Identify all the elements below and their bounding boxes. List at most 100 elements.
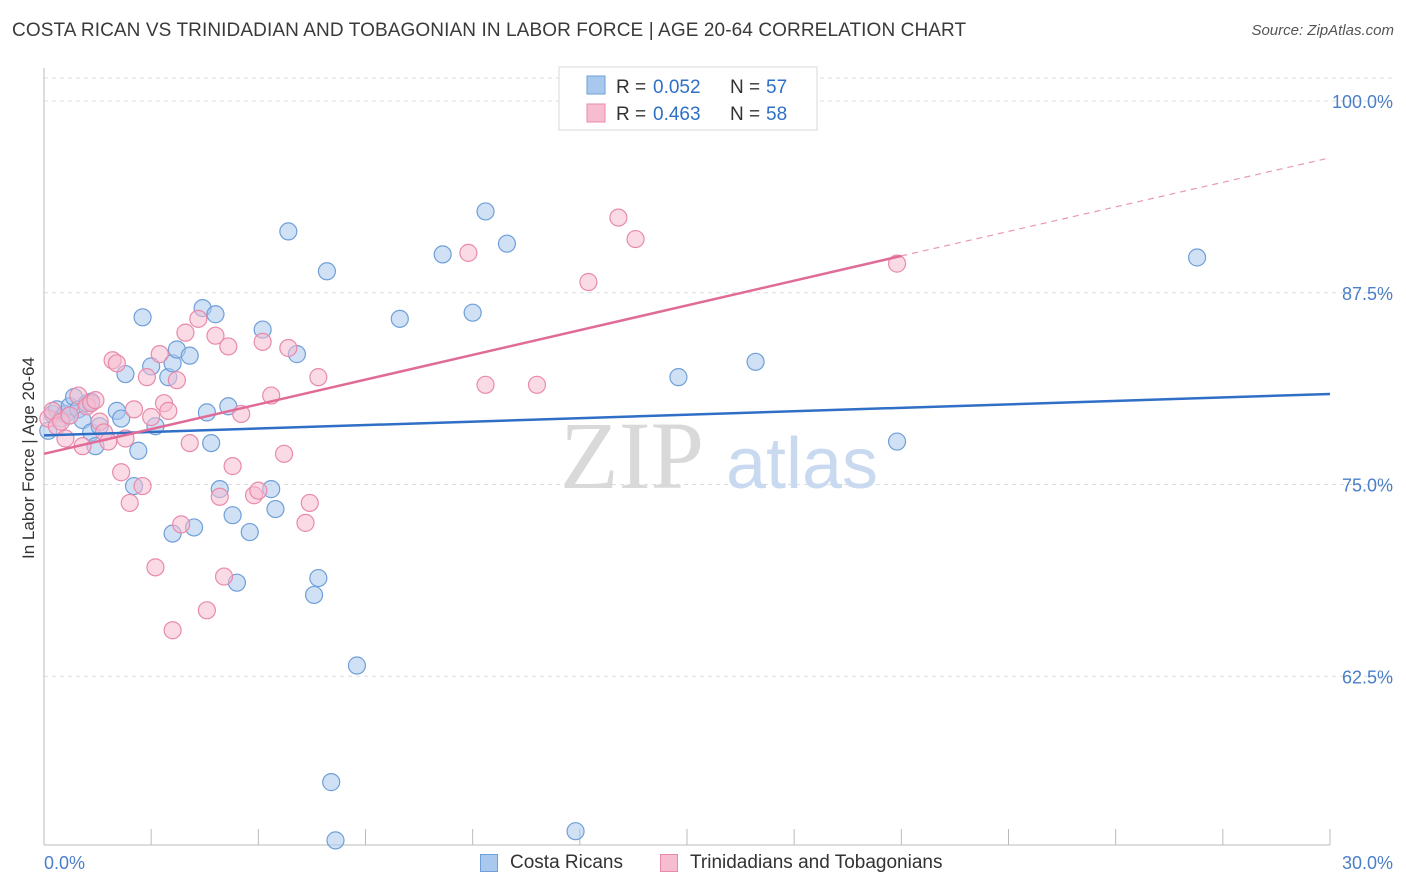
point-trinidadians	[279, 338, 298, 358]
legend-r-label-trinidadians: R =	[616, 104, 646, 125]
legend-swatch-trinidadians	[586, 103, 606, 123]
point-trinidadians	[626, 229, 645, 249]
watermark: ZIP atlas	[560, 402, 878, 509]
point-costa-ricans	[1188, 248, 1207, 267]
legend-item-costa-ricans: Costa Ricans	[480, 852, 623, 874]
point-trinidadians	[527, 375, 547, 394]
point-trinidadians	[210, 487, 229, 506]
point-trinidadians	[219, 337, 238, 356]
legend-n-value-trinidadians: 58	[766, 104, 787, 125]
point-costa-ricans	[497, 234, 517, 253]
point-costa-ricans	[133, 308, 152, 327]
point-trinidadians	[223, 457, 242, 476]
y-axis-label: In Labor Force | Age 20-64	[19, 357, 38, 559]
point-trinidadians	[274, 444, 294, 463]
x-tick-labels: 0.0% 30.0%	[44, 853, 1393, 873]
trend-lines	[43, 157, 1331, 456]
point-trinidadians	[56, 429, 75, 448]
point-trinidadians	[887, 254, 907, 273]
point-trinidadians	[159, 401, 178, 420]
y-tick-label: 87.5%	[1342, 284, 1393, 304]
legend-bottom-label-costa-ricans: Costa Ricans	[510, 852, 623, 873]
point-trinidadians	[176, 323, 195, 342]
trend-line-trinidadians	[43, 254, 902, 456]
point-trinidadians	[189, 309, 208, 328]
legend-n-value-costa-ricans: 57	[766, 77, 787, 98]
legend-bottom-swatch-costa-ricans	[480, 854, 498, 872]
point-costa-ricans	[223, 506, 242, 525]
legend-item-trinidadians: Trinidadians and Tobagonians	[660, 852, 942, 874]
point-costa-ricans	[180, 346, 199, 365]
legend-bottom-label-trinidadians: Trinidadians and Tobagonians	[690, 852, 943, 873]
point-trinidadians	[197, 601, 216, 620]
point-trinidadians	[112, 463, 131, 482]
point-costa-ricans	[309, 568, 328, 588]
data-points	[39, 202, 1207, 850]
point-trinidadians	[142, 407, 161, 427]
point-costa-ricans	[746, 352, 765, 371]
point-trinidadians	[249, 481, 268, 500]
point-costa-ricans	[304, 585, 324, 605]
legend-r-value-costa-ricans: 0.052	[653, 77, 701, 98]
legend-n-label-trinidadians: N =	[730, 104, 760, 125]
point-costa-ricans	[433, 245, 452, 264]
source-credit: Source: ZipAtlas.com	[1251, 22, 1394, 39]
point-costa-ricans	[202, 433, 221, 453]
point-costa-ricans	[463, 303, 482, 322]
point-trinidadians	[459, 243, 478, 262]
point-trinidadians	[163, 621, 182, 640]
point-trinidadians	[206, 326, 225, 345]
point-trinidadians	[146, 558, 165, 577]
point-trinidadians	[180, 433, 199, 453]
legend-r-value-trinidadians: 0.463	[653, 104, 701, 125]
y-tick-labels: 62.5% 75.0% 87.5% 100.0%	[1332, 92, 1393, 687]
point-trinidadians	[609, 208, 628, 227]
point-costa-ricans	[322, 773, 341, 792]
x-tick-label: 0.0%	[44, 853, 85, 873]
series-costa-ricans	[39, 202, 1207, 850]
point-trinidadians	[86, 391, 105, 410]
point-costa-ricans	[566, 822, 585, 841]
y-tick-label: 62.5%	[1342, 667, 1393, 687]
point-trinidadians	[133, 476, 152, 496]
point-costa-ricans	[266, 499, 285, 519]
point-trinidadians	[309, 368, 328, 387]
point-costa-ricans	[206, 305, 225, 324]
point-costa-ricans	[129, 441, 148, 460]
watermark-zip: ZIP	[560, 402, 704, 509]
point-trinidadians	[214, 567, 234, 586]
point-trinidadians	[137, 368, 156, 387]
point-trinidadians	[296, 513, 315, 532]
point-trinidadians	[167, 371, 186, 390]
legend-top: R = 0.052 N = 57 R = 0.463 N = 58	[558, 66, 818, 131]
legend-r-label-costa-ricans: R =	[616, 77, 646, 98]
point-trinidadians	[150, 345, 169, 364]
point-costa-ricans	[669, 368, 688, 387]
watermark-atlas: atlas	[726, 424, 878, 504]
point-costa-ricans	[112, 409, 131, 428]
grid-lines	[44, 77, 1395, 677]
y-tick-label: 100.0%	[1332, 92, 1393, 112]
point-trinidadians	[60, 406, 79, 425]
point-trinidadians	[253, 332, 272, 351]
legend-n-label-costa-ricans: N =	[730, 77, 760, 98]
point-trinidadians	[579, 272, 598, 292]
point-costa-ricans	[240, 522, 259, 542]
point-trinidadians	[107, 354, 126, 373]
point-trinidadians	[172, 515, 191, 534]
point-costa-ricans	[347, 656, 367, 675]
legend-swatch-costa-ricans	[586, 75, 606, 95]
x-tick-label: 30.0%	[1342, 853, 1393, 873]
y-tick-label: 75.0%	[1342, 476, 1393, 496]
trend-line-costa-ricans	[43, 392, 1331, 437]
series-trinidadians	[39, 208, 907, 640]
point-costa-ricans	[317, 262, 337, 281]
point-costa-ricans	[476, 202, 495, 221]
legend-bottom-swatch-trinidadians	[660, 854, 678, 872]
point-costa-ricans	[390, 309, 409, 328]
trend-line-trinidadians-extension	[901, 157, 1331, 257]
point-trinidadians	[124, 400, 144, 419]
legend-bottom: Costa Ricans Trinidadians and Tobagonian…	[0, 852, 1406, 878]
point-costa-ricans	[326, 831, 345, 850]
